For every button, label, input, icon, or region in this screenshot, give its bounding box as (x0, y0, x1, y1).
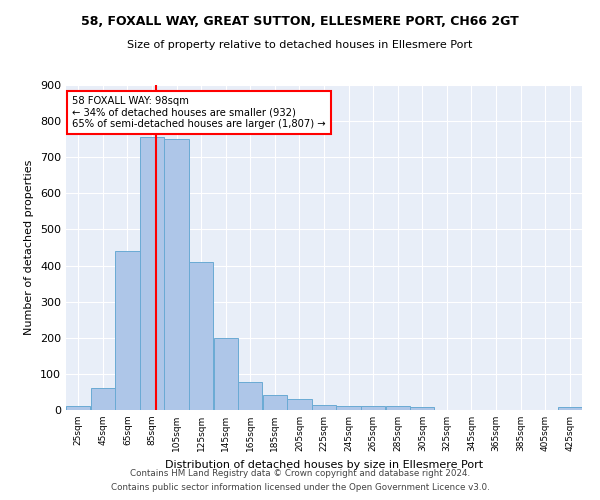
Bar (189, 262, 213, 410)
Text: Contains public sector information licensed under the Open Government Licence v3: Contains public sector information licen… (110, 484, 490, 492)
Bar (557, 407, 582, 410)
Text: 58, FOXALL WAY, GREAT SUTTON, ELLESMERE PORT, CH66 2GT: 58, FOXALL WAY, GREAT SUTTON, ELLESMERE … (81, 15, 519, 28)
Bar (164, 139, 188, 410)
Bar (386, 406, 410, 410)
Bar (263, 395, 287, 410)
Text: Contains HM Land Registry data © Crown copyright and database right 2024.: Contains HM Land Registry data © Crown c… (130, 468, 470, 477)
Bar (91, 388, 115, 410)
Bar (410, 407, 434, 410)
Bar (115, 251, 140, 410)
Text: 58 FOXALL WAY: 98sqm
← 34% of detached houses are smaller (932)
65% of semi-deta: 58 FOXALL WAY: 98sqm ← 34% of detached h… (72, 96, 326, 129)
Bar (66, 406, 91, 410)
Bar (361, 406, 385, 410)
Bar (140, 138, 164, 410)
Bar (312, 406, 336, 410)
Text: Size of property relative to detached houses in Ellesmere Port: Size of property relative to detached ho… (127, 40, 473, 50)
Bar (337, 406, 361, 410)
Bar (287, 399, 311, 410)
Bar (214, 338, 238, 410)
Y-axis label: Number of detached properties: Number of detached properties (25, 160, 34, 335)
Bar (238, 382, 262, 410)
X-axis label: Distribution of detached houses by size in Ellesmere Port: Distribution of detached houses by size … (165, 460, 483, 469)
